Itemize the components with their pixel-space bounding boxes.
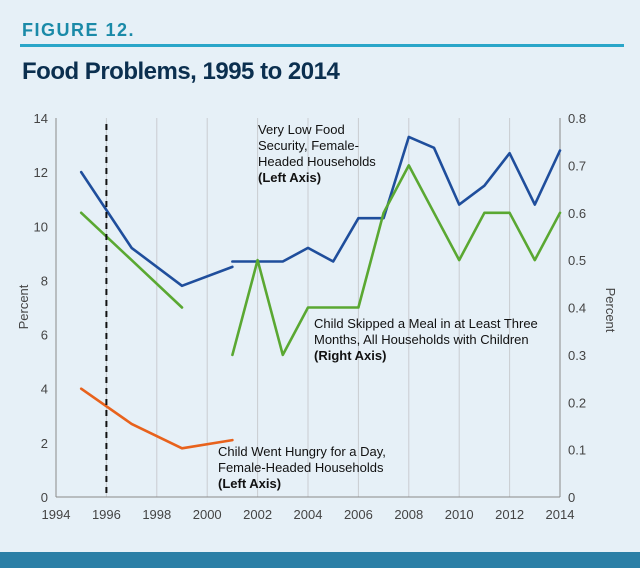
annotation-child-skipped-meal: Child Skipped a Meal in at Least Three M…	[314, 316, 541, 363]
y-left-tick-label-0: 0	[41, 490, 48, 505]
series-line-child-skipped-meal-segment-2	[231, 164, 562, 357]
y-right-tick-label-0.1: 0.1	[568, 443, 586, 458]
x-tick-label-2000: 2000	[193, 507, 222, 522]
x-tick-label-2012: 2012	[495, 507, 524, 522]
y-right-tick-label-0.8: 0.8	[568, 111, 586, 126]
header-rule	[20, 44, 624, 47]
y-right-tick-label-0.4: 0.4	[568, 301, 586, 316]
series-lines	[79, 135, 562, 450]
y-right-tick-label-0.5: 0.5	[568, 253, 586, 268]
x-tick-label-2014: 2014	[546, 507, 575, 522]
x-tick-label-1998: 1998	[142, 507, 171, 522]
right-axis-title: Percent	[603, 288, 618, 333]
y-left-tick-label-10: 10	[34, 219, 48, 234]
y-right-tick-label-0.3: 0.3	[568, 348, 586, 363]
x-tick-label-2002: 2002	[243, 507, 272, 522]
y-right-tick-label-0: 0	[568, 490, 575, 505]
y-left-tick-label-2: 2	[41, 436, 48, 451]
x-tick-label-2008: 2008	[394, 507, 423, 522]
y-left-tick-label-8: 8	[41, 273, 48, 288]
y-right-tick-label-0.7: 0.7	[568, 158, 586, 173]
y-left-tick-label-6: 6	[41, 328, 48, 343]
y-left-tick-label-4: 4	[41, 382, 48, 397]
x-tick-label-2010: 2010	[445, 507, 474, 522]
annotation-very-low-food-security: Very Low Food Security, Female- Headed H…	[258, 122, 379, 185]
y-left-tick-label-14: 14	[34, 111, 48, 126]
annotation-child-went-hungry: Child Went Hungry for a Day, Female-Head…	[218, 444, 390, 491]
tick-labels: 1994 1996 1998 2000 2002 2004 2006 2008 2010 2012…	[34, 111, 587, 522]
figure-label: FIGURE 12.	[22, 20, 136, 40]
series-line-child-went-hungry-segment-1	[79, 387, 234, 450]
footer-bar	[0, 552, 640, 568]
y-right-tick-label-0.6: 0.6	[568, 206, 586, 221]
series-line-child-skipped-meal-segment-1	[79, 211, 184, 309]
x-tick-label-2006: 2006	[344, 507, 373, 522]
y-right-tick-label-0.2: 0.2	[568, 395, 586, 410]
series-line-very-low-food-security-segment-1	[79, 170, 234, 288]
x-tick-label-1996: 1996	[92, 507, 121, 522]
y-left-tick-label-12: 12	[34, 165, 48, 180]
axes	[55, 118, 561, 498]
x-tick-label-2004: 2004	[294, 507, 323, 522]
x-tick-label-1994: 1994	[42, 507, 71, 522]
chart-title: Food Problems, 1995 to 2014	[22, 58, 340, 85]
series-line-very-low-food-security-segment-2	[231, 135, 562, 263]
left-axis-title: Percent	[16, 284, 31, 329]
